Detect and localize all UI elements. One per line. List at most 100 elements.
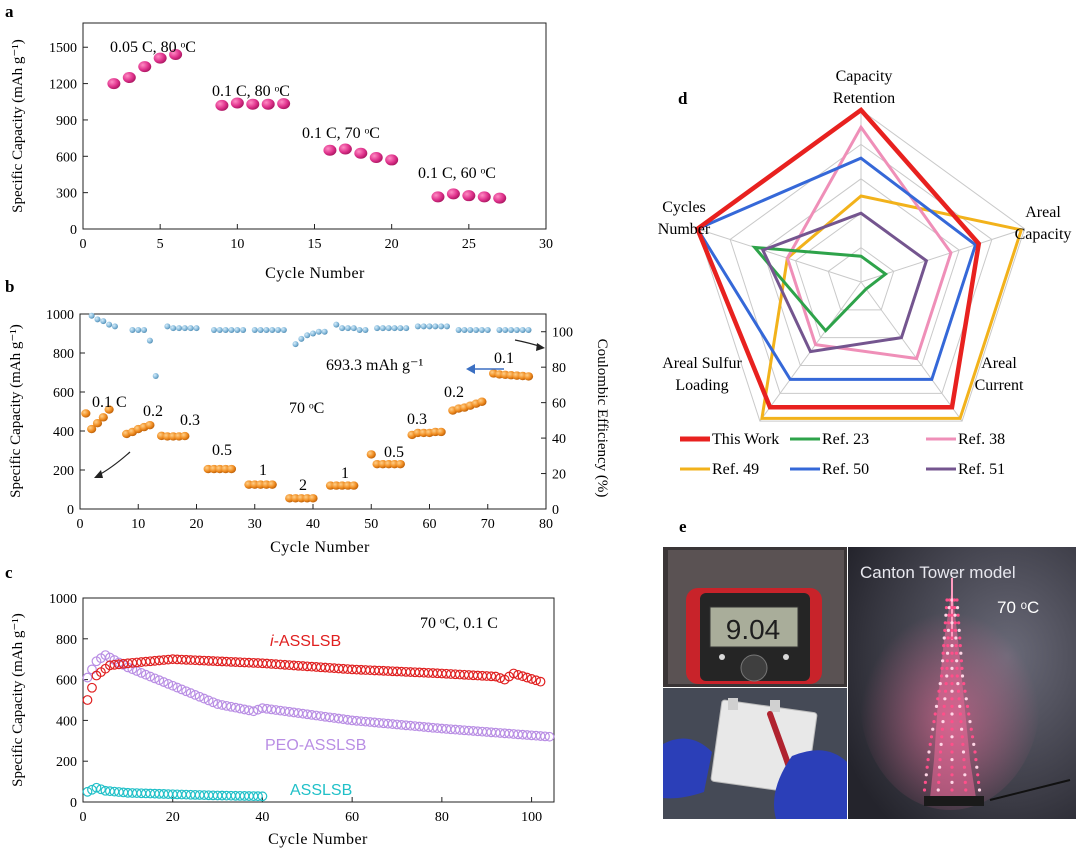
panel-c-xlabel: Cycle Number xyxy=(268,831,368,848)
cycle-point xyxy=(199,693,210,704)
panel-b-xlabel: Cycle Number xyxy=(270,539,370,556)
y-tick-label: 0 xyxy=(70,223,77,238)
led-dot xyxy=(945,651,950,655)
led-dot xyxy=(950,720,954,724)
led-dot xyxy=(956,682,960,686)
radar-axis-label: Areal Sulfur xyxy=(662,355,742,372)
led-dot xyxy=(958,644,962,648)
panel-c-yaxis: 0 200 400 600 800 1000 xyxy=(49,592,88,811)
panel-a-yaxis: 0 300 600 900 1200 1500 xyxy=(49,41,88,238)
cycle-point xyxy=(248,706,259,717)
panel-a-label-s3: 0.1 C, 70 ᵒC xyxy=(302,125,380,142)
cycle-point xyxy=(82,695,93,705)
panel-b-ylabel: Specific Capacity (mAh g⁻¹) xyxy=(8,324,24,498)
rate-label: 0.5 xyxy=(212,442,232,459)
led-dot xyxy=(925,765,929,769)
led-dot xyxy=(945,598,949,602)
tower-leds xyxy=(922,598,982,792)
led-dot xyxy=(958,704,962,709)
radar-spoke xyxy=(860,228,1025,283)
capacity-point xyxy=(267,480,277,489)
cycle-point xyxy=(194,691,205,702)
left-axis-arrow xyxy=(96,451,131,477)
cycle-point xyxy=(522,672,532,683)
led-dot xyxy=(962,682,966,686)
efficiency-point xyxy=(210,326,217,333)
efficiency-point xyxy=(222,326,229,333)
panel-a-label-s1: 0.05 C, 80 ᵒC xyxy=(110,39,196,56)
efficiency-point xyxy=(269,326,276,333)
led-dot xyxy=(944,606,949,610)
led-dot xyxy=(942,644,946,648)
efficiency-point xyxy=(315,328,322,335)
led-dot xyxy=(950,682,954,686)
efficiency-point xyxy=(397,325,404,332)
efficiency-point xyxy=(164,323,171,330)
series-label-i-assl: i-ASSLSB xyxy=(270,633,341,650)
x-tick-label: 15 xyxy=(308,237,322,252)
y2-tick-label: 20 xyxy=(552,468,566,483)
led-dot xyxy=(958,636,962,640)
led-dot xyxy=(941,720,945,724)
y-tick-label: 200 xyxy=(53,464,74,479)
x-tick-label: 5 xyxy=(157,237,164,252)
led-dot xyxy=(940,735,944,739)
led-dot xyxy=(970,735,975,739)
cycle-point xyxy=(154,675,165,686)
cycle-point xyxy=(149,673,160,684)
led-dot xyxy=(944,682,948,686)
led-dot xyxy=(972,742,976,747)
radar-series-ref-23 xyxy=(751,245,889,333)
cycle-point xyxy=(526,674,537,684)
x-tick-label: 80 xyxy=(435,810,449,825)
led-dot xyxy=(963,780,967,785)
capacity-point xyxy=(261,98,275,110)
led-dot xyxy=(927,750,931,754)
efficiency-point xyxy=(385,325,392,332)
annotation-arrowhead xyxy=(466,364,475,374)
multimeter-button-icon xyxy=(719,654,725,660)
panel-c: c 0 20 40 60 80 100 0 200 400 600 800 1000 Cycle N… xyxy=(5,563,555,848)
radar-axis-label: Capacity xyxy=(1015,226,1072,243)
panel-a-ylabel: Specific Capacity (mAh g⁻¹) xyxy=(10,39,26,213)
led-dot xyxy=(953,606,957,610)
x-tick-label: 40 xyxy=(255,810,269,825)
cycle-point xyxy=(235,703,245,714)
panel-a-label-s2: 0.1 C, 80 ᵒC xyxy=(212,83,290,100)
panel-c-condition: 70 ᵒC, 0.1 C xyxy=(420,615,498,632)
led-dot xyxy=(947,598,952,602)
led-dot xyxy=(941,651,945,655)
capacity-point xyxy=(493,192,507,204)
efficiency-point xyxy=(473,326,480,333)
led-dot xyxy=(960,674,965,678)
led-dot xyxy=(929,735,934,739)
efficiency-point xyxy=(176,325,183,332)
panel-c-marks xyxy=(82,650,555,802)
capacity-point xyxy=(431,191,445,203)
rate-label: 0.1 xyxy=(494,350,514,367)
radar-axis-label: Current xyxy=(975,377,1024,394)
led-dot xyxy=(950,689,954,693)
x-tick-label: 25 xyxy=(462,237,476,252)
pouch-tab xyxy=(728,698,738,710)
panel-a-label-s4: 0.1 C, 60 ᵒC xyxy=(418,165,496,182)
panel-a-label: a xyxy=(5,2,14,21)
led-dot xyxy=(957,621,961,625)
radar-spoke xyxy=(697,228,862,283)
led-dot xyxy=(924,773,928,777)
y2-tick-label: 100 xyxy=(552,326,573,341)
led-dot xyxy=(955,659,959,663)
led-dot xyxy=(952,598,957,602)
efficiency-point xyxy=(181,325,188,332)
efficiency-point xyxy=(100,318,107,325)
multimeter-button-icon xyxy=(783,654,789,660)
led-dot xyxy=(955,606,960,610)
y-tick-label: 600 xyxy=(53,386,74,401)
cycle-point xyxy=(91,782,102,793)
right-axis-arrowhead xyxy=(536,343,545,351)
y-tick-label: 1500 xyxy=(49,41,77,56)
radar-axis-label: Loading xyxy=(675,377,728,394)
led-dot xyxy=(950,727,954,731)
x-tick-label: 70 xyxy=(481,517,495,532)
led-dot xyxy=(939,674,944,678)
